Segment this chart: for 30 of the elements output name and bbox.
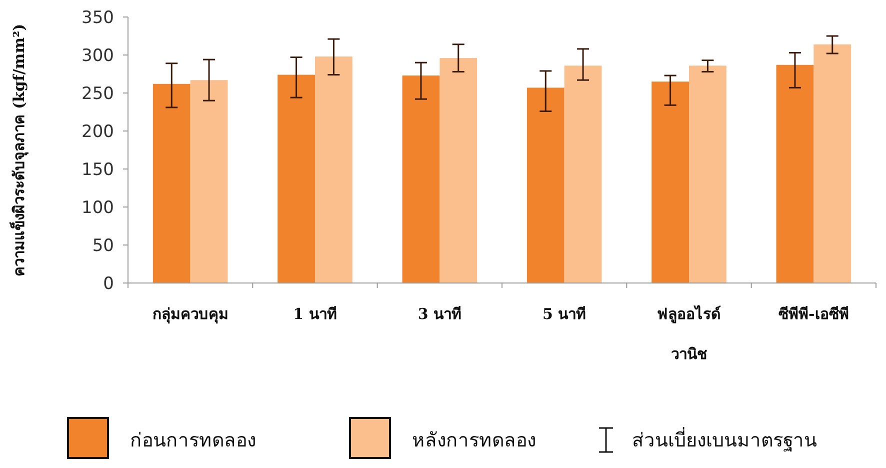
bar <box>152 84 190 283</box>
bar <box>652 82 689 283</box>
bar <box>776 64 814 283</box>
bar <box>689 66 726 283</box>
y-tick-label: 0 <box>103 274 114 294</box>
category-label: ฟลูออไรด์ วานิช <box>657 305 721 363</box>
bar <box>526 88 564 283</box>
y-tick-label: 100 <box>82 198 114 218</box>
y-tick-label: 250 <box>82 84 114 104</box>
x-tick-label: 5 นาที <box>542 305 586 323</box>
legend-label: ก่อนการทดลอง <box>130 430 256 452</box>
x-tick-label: ซีพีพี-เอซีพี <box>778 305 849 323</box>
legend-label: หลังการทดลอง <box>412 430 536 452</box>
x-tick-label: 3 นาที <box>418 305 462 323</box>
bar <box>315 56 352 283</box>
bar <box>814 44 852 283</box>
text: ส่วนเบี่ยงเบนมาตรฐาน <box>632 426 817 452</box>
y-axis-title: ความแข็งผิวระดับจุลภาค (kgf/mm²) <box>9 24 29 276</box>
x-tick-label: 1 นาที <box>293 305 337 323</box>
y-tick-label: 50 <box>92 236 114 256</box>
y-tick-label: 200 <box>82 122 114 142</box>
x-tick-label: กลุ่มควบคุม <box>152 305 228 324</box>
bar <box>278 74 315 283</box>
bar <box>190 80 228 283</box>
bar <box>564 66 602 283</box>
y-tick-label: 300 <box>82 46 114 66</box>
bar <box>440 58 478 283</box>
y-tick-label: 150 <box>82 160 114 180</box>
y-tick-label: 350 <box>82 8 114 28</box>
bar <box>402 76 440 283</box>
